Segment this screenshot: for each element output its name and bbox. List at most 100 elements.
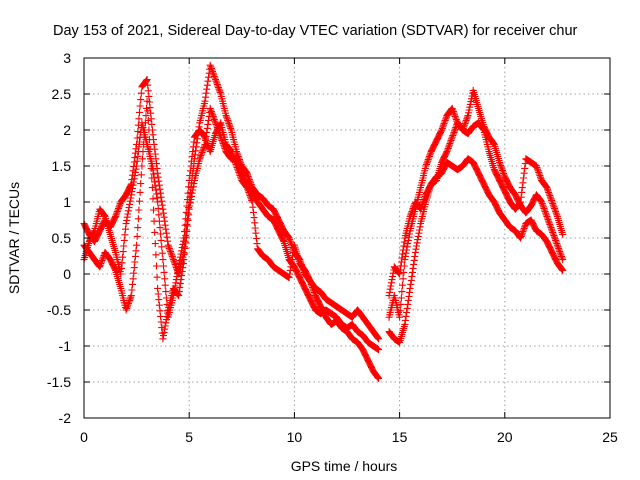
x-tick-label: 25 bbox=[602, 429, 618, 445]
data-point-dense bbox=[498, 165, 506, 173]
data-point-dense bbox=[542, 211, 550, 219]
data-point-dense bbox=[451, 125, 459, 133]
data-point-dense bbox=[558, 254, 566, 262]
data-point-dense bbox=[131, 258, 139, 266]
data-point-dense bbox=[203, 85, 211, 93]
x-tick-label: 20 bbox=[497, 429, 513, 445]
data-point-dense bbox=[286, 237, 294, 245]
data-point-dense bbox=[207, 106, 215, 114]
data-point-dense bbox=[131, 154, 139, 162]
y-tick-label: 2.5 bbox=[52, 86, 72, 102]
data-point-dense bbox=[449, 132, 457, 140]
data-point-dense bbox=[178, 247, 186, 255]
x-tick-label: 10 bbox=[287, 429, 303, 445]
data-point bbox=[154, 169, 162, 177]
data-point-dense bbox=[173, 272, 181, 280]
data-point-dense bbox=[136, 102, 144, 110]
data-point-dense bbox=[497, 162, 505, 170]
data-point-dense bbox=[205, 73, 212, 81]
data-point-dense bbox=[129, 184, 136, 192]
data-point-dense bbox=[552, 208, 560, 216]
data-point-dense bbox=[121, 231, 129, 239]
data-point-dense bbox=[192, 147, 200, 155]
data-point bbox=[559, 256, 567, 264]
data-point-dense bbox=[162, 319, 170, 327]
data-point-dense bbox=[546, 220, 554, 228]
data-point-dense bbox=[137, 171, 145, 179]
data-point-dense bbox=[165, 244, 173, 252]
x-tick-label: 0 bbox=[80, 429, 88, 445]
data-point-dense bbox=[534, 167, 542, 175]
data-point-dense bbox=[245, 188, 253, 196]
data-point-dense bbox=[207, 63, 215, 71]
data-point-dense bbox=[402, 249, 410, 257]
data-point-dense bbox=[113, 209, 121, 217]
data-point-dense bbox=[449, 106, 457, 114]
data-point-dense bbox=[489, 139, 497, 147]
data-point-dense bbox=[181, 228, 188, 236]
data-point-dense bbox=[215, 85, 223, 93]
data-point-dense bbox=[544, 216, 552, 224]
y-tick-label: 3 bbox=[63, 50, 71, 66]
data-point-dense bbox=[188, 192, 195, 200]
data-point-dense bbox=[500, 170, 508, 178]
data-point-dense bbox=[539, 203, 547, 211]
data-point-dense bbox=[445, 141, 453, 149]
data-point-dense bbox=[286, 236, 294, 244]
data-point-dense bbox=[98, 258, 105, 266]
data-point-dense bbox=[144, 116, 152, 124]
data-point-dense bbox=[396, 307, 404, 315]
gridlines bbox=[84, 58, 610, 418]
data-point-dense bbox=[131, 252, 139, 260]
data-point-dense bbox=[541, 206, 548, 214]
data-point-dense bbox=[155, 211, 163, 219]
data-point-dense bbox=[248, 196, 256, 204]
data-point-dense bbox=[538, 200, 546, 208]
data-point-dense bbox=[496, 160, 504, 168]
data-point-dense bbox=[533, 164, 541, 172]
data-point-dense bbox=[558, 265, 565, 273]
data-point-dense bbox=[156, 307, 164, 315]
data-point-dense bbox=[446, 138, 454, 146]
data-point-dense bbox=[520, 174, 527, 182]
data-point-dense bbox=[395, 269, 403, 277]
y-tick-label: -0.5 bbox=[47, 302, 71, 318]
data-point-dense bbox=[186, 167, 194, 175]
data-point-dense bbox=[439, 123, 447, 131]
data-point-dense bbox=[169, 254, 177, 262]
data-point-dense bbox=[558, 252, 565, 260]
data-point-dense bbox=[178, 268, 186, 276]
data-point-dense bbox=[545, 188, 553, 196]
data-point bbox=[127, 292, 135, 300]
data-point-dense bbox=[535, 168, 543, 176]
data-point-dense bbox=[397, 300, 405, 308]
data-point-dense bbox=[440, 120, 448, 128]
data-point-dense bbox=[520, 224, 528, 232]
data-point-dense bbox=[518, 229, 526, 237]
data-point-dense bbox=[444, 146, 451, 154]
data-point-dense bbox=[404, 296, 412, 304]
data-point-dense bbox=[113, 208, 121, 216]
data-point-dense bbox=[519, 228, 527, 236]
data-point-dense bbox=[210, 72, 218, 80]
data-point bbox=[422, 162, 430, 170]
data-point-dense bbox=[230, 156, 238, 164]
data-point-dense bbox=[235, 168, 243, 176]
data-point-dense bbox=[152, 251, 160, 259]
data-point-dense bbox=[154, 173, 162, 181]
data-point-dense bbox=[183, 196, 191, 204]
data-point-dense bbox=[552, 238, 560, 246]
data-point-dense bbox=[211, 74, 219, 82]
data-point-dense bbox=[425, 154, 433, 162]
data-point-dense bbox=[234, 165, 242, 173]
data-point-dense bbox=[209, 111, 217, 119]
chart-title: Day 153 of 2021, Sidereal Day-to-day VTE… bbox=[53, 23, 578, 39]
data-point-dense bbox=[214, 84, 222, 92]
data-point-dense bbox=[410, 260, 418, 268]
data-point-dense bbox=[250, 214, 258, 222]
data-point-dense bbox=[144, 87, 152, 95]
data-point-dense bbox=[182, 226, 190, 234]
data-point-dense bbox=[541, 208, 549, 216]
data-point-dense bbox=[408, 208, 416, 216]
data-point bbox=[285, 274, 293, 282]
